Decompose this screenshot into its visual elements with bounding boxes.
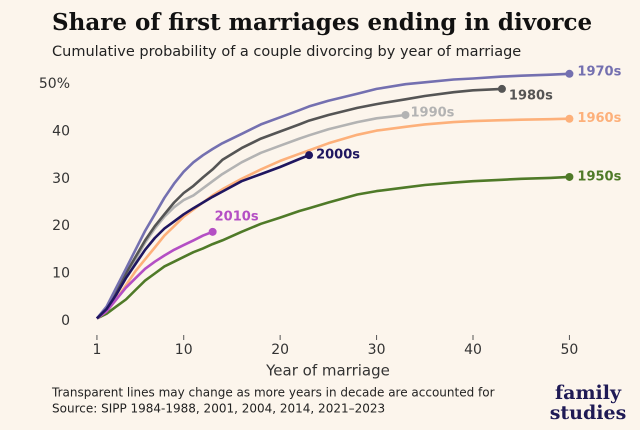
series-label: 1980s [509, 88, 553, 103]
end-point [401, 110, 410, 119]
logo: studies [550, 402, 627, 424]
source: Source: SIPP 1984-1988, 2001, 2004, 2014… [52, 402, 385, 416]
end-point [208, 227, 217, 236]
end-point [565, 172, 574, 181]
chart-subtitle: Cumulative probability of a couple divor… [52, 44, 521, 60]
end-point [497, 84, 506, 93]
x-tick-label: 20 [271, 342, 289, 358]
series-line [96, 175, 570, 320]
series-line [95, 87, 502, 320]
logo: family [555, 382, 622, 404]
series-line [96, 117, 570, 320]
x-axis-label: Year of marriage [265, 362, 390, 380]
series-label: 2010s [215, 209, 259, 224]
series-line [96, 230, 214, 320]
y-tick-label: 50% [39, 76, 70, 92]
chart-title: Share of first marriages ending in divor… [52, 9, 592, 36]
series-label: 1950s [577, 169, 621, 184]
end-point [565, 114, 574, 123]
y-tick-label: 20 [52, 218, 70, 234]
series-label: 1970s [577, 64, 621, 79]
series-label: 2000s [316, 148, 360, 163]
series-label: 1990s [411, 105, 455, 120]
series-line [95, 72, 570, 320]
x-tick-label: 1 [92, 342, 101, 358]
end-point [305, 151, 314, 160]
x-tick-label: 10 [175, 342, 193, 358]
x-tick-label: 30 [368, 342, 386, 358]
y-tick-label: 40 [52, 124, 70, 140]
series-line [95, 153, 310, 320]
y-tick-label: 30 [52, 171, 70, 187]
y-tick-label: 0 [61, 313, 70, 329]
series-label: 1960s [577, 111, 621, 126]
y-tick-label: 10 [52, 265, 70, 281]
x-tick-label: 50 [561, 342, 579, 358]
x-tick-label: 40 [464, 342, 482, 358]
footnote: Transparent lines may change as more yea… [51, 386, 495, 400]
end-point [565, 69, 574, 78]
